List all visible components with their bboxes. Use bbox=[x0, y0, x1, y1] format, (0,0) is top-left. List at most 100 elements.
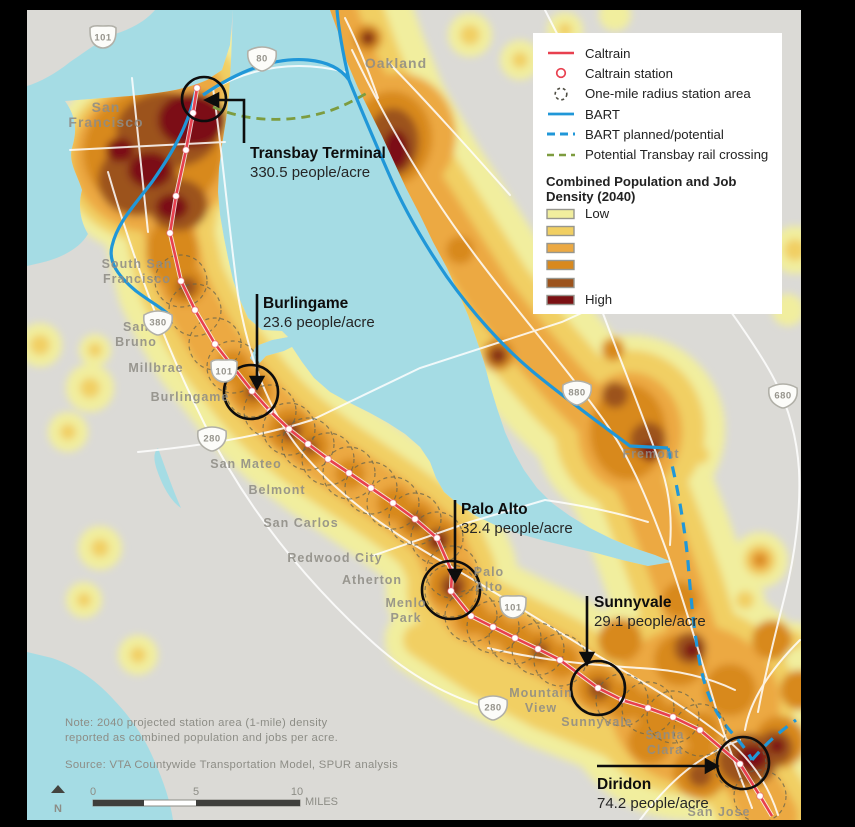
road-dumbarton-bridge bbox=[371, 499, 546, 557]
callout-title: Palo Alto bbox=[461, 501, 528, 518]
legend-item-bart-planned: BART planned/potential bbox=[546, 124, 770, 144]
density-swatch-6 bbox=[546, 294, 575, 305]
highway-shield-101: 101 bbox=[89, 25, 117, 49]
legend-label-one-mile-radius: One-mile radius station area bbox=[585, 86, 751, 102]
bart-planned-line bbox=[666, 447, 797, 762]
caltrain-station-dot bbox=[285, 425, 293, 433]
density-swatch-5 bbox=[546, 277, 575, 288]
caltrain-station-dot bbox=[248, 387, 256, 395]
caltrain-line bbox=[168, 87, 774, 817]
density-heading: Combined Population and Job Density (204… bbox=[546, 173, 737, 205]
one-mile-radius-circle bbox=[243, 384, 297, 438]
caltrain-station-dot bbox=[166, 229, 174, 237]
caltrain-station-dot bbox=[211, 340, 219, 348]
road-i280-peninsula bbox=[107, 171, 498, 711]
city-label-san-bruno: San Bruno bbox=[115, 320, 157, 349]
one-mile-radius-circle bbox=[366, 476, 420, 530]
city-label-south-san-francisco: South San Francisco bbox=[102, 257, 173, 286]
diridon-circle bbox=[715, 735, 771, 791]
callout-title: Burlingame bbox=[263, 295, 349, 312]
caltrain-station-dot bbox=[534, 645, 542, 653]
density-swatch-2 bbox=[546, 225, 575, 237]
city-label-oakland: Oakland bbox=[365, 55, 427, 71]
legend-item-transbay-crossing: Potential Transbay rail crossing bbox=[546, 144, 770, 164]
caltrain-station-dots bbox=[166, 84, 764, 800]
caltrain-station-dot bbox=[736, 760, 744, 768]
one-mile-radius-circle bbox=[733, 769, 787, 820]
north-label: N bbox=[54, 803, 62, 815]
note-line-2: reported as combined population and jobs… bbox=[65, 732, 338, 744]
callout-title: Diridon bbox=[597, 776, 651, 793]
density-swatch-row-high: High bbox=[546, 291, 770, 308]
legend-item-caltrain-station: Caltrain station bbox=[546, 63, 770, 83]
one-mile-radius-circle bbox=[168, 283, 222, 337]
caltrain-station-dot bbox=[367, 484, 375, 492]
density-swatch-row-3 bbox=[546, 240, 770, 257]
caltrain-station-dot bbox=[669, 713, 677, 721]
road-sf-grid-2 bbox=[131, 77, 149, 233]
svg-text:380: 380 bbox=[149, 318, 166, 329]
callout-leaders bbox=[203, 91, 720, 775]
palo-alto-circle bbox=[420, 559, 482, 621]
highway-shield-280: 280 bbox=[477, 695, 509, 721]
caltrain-station-dot bbox=[411, 515, 419, 523]
city-label-belmont: Belmont bbox=[249, 483, 306, 497]
legend-label-transbay-crossing: Potential Transbay rail crossing bbox=[585, 147, 769, 163]
one-mile-radius-circle bbox=[466, 600, 520, 654]
road-us101-peninsula bbox=[212, 87, 779, 816]
one-mile-radius-icon bbox=[554, 87, 568, 101]
road-oakland-2 bbox=[344, 17, 379, 99]
legend-item-one-mile-radius: One-mile radius station area bbox=[546, 84, 770, 104]
north-arrow-icon bbox=[51, 785, 65, 793]
caltrain-station-dot bbox=[345, 469, 353, 477]
one-mile-radius-circle bbox=[388, 492, 442, 546]
svg-text:101: 101 bbox=[215, 367, 233, 378]
bart-line-icon bbox=[548, 112, 574, 116]
city-label-palo-alto: Palo Alto bbox=[474, 565, 504, 594]
legend-label-bart-planned: BART planned/potential bbox=[585, 126, 724, 142]
scale-tick-10: 10 bbox=[291, 786, 303, 798]
svg-text:280: 280 bbox=[484, 703, 501, 714]
caltrain-station-dot bbox=[189, 109, 197, 117]
city-label-san-mateo: San Mateo bbox=[210, 457, 282, 471]
density-swatch-3 bbox=[546, 243, 575, 254]
legend-label-caltrain: Caltrain bbox=[585, 45, 631, 61]
scale-tick-0: 0 bbox=[90, 786, 96, 798]
one-mile-radius-circle bbox=[281, 417, 335, 471]
density-swatch-row-2 bbox=[546, 223, 770, 240]
note-line-1: Note: 2040 projected station area (1-mil… bbox=[65, 717, 327, 729]
caltrain-station-dot bbox=[182, 146, 190, 154]
bart-peninsula-line bbox=[109, 89, 198, 316]
road-san-jose-1 bbox=[639, 739, 741, 820]
svg-text:880: 880 bbox=[568, 388, 585, 399]
scale-tick-5: 5 bbox=[193, 786, 199, 798]
one-mile-radius-circle bbox=[154, 254, 208, 308]
density-swatch-1 bbox=[546, 208, 575, 220]
one-mile-radius-circle bbox=[646, 690, 700, 744]
road-i880 bbox=[351, 49, 753, 809]
city-label-redwood-city: Redwood City bbox=[287, 551, 382, 565]
density-swatch-4 bbox=[546, 260, 575, 271]
road-84 bbox=[544, 499, 649, 523]
scale-bar: 0 5 10 MILES bbox=[90, 786, 338, 808]
sunnyvale-arrow bbox=[578, 651, 596, 667]
palo-alto-arrow bbox=[446, 568, 464, 584]
one-mile-radius-circle bbox=[621, 681, 675, 735]
city-label-santa-clara: Santa Clara bbox=[645, 728, 684, 757]
caltrain-station-dot bbox=[447, 587, 455, 595]
city-label-sunnyvale: Sunnyvale bbox=[561, 715, 633, 729]
caltrain-station-dot bbox=[696, 726, 704, 734]
highway-shield-380: 380 bbox=[142, 310, 174, 336]
one-mile-radius-circle bbox=[344, 461, 398, 515]
city-label-fremont: Fremont bbox=[623, 447, 680, 461]
transbay-crossing-line-icon bbox=[547, 153, 575, 156]
bart-north-branch bbox=[335, 10, 351, 81]
caltrain-station-icon bbox=[555, 68, 567, 79]
callout-title: Sunnyvale bbox=[594, 594, 672, 611]
caltrain-station-dot bbox=[191, 306, 199, 314]
highway-shield-101: 101 bbox=[210, 359, 238, 383]
caltrain-station-dot bbox=[556, 656, 564, 664]
callout-value: 32.4 people/acre bbox=[461, 520, 573, 537]
caltrain-station-dot bbox=[756, 792, 764, 800]
